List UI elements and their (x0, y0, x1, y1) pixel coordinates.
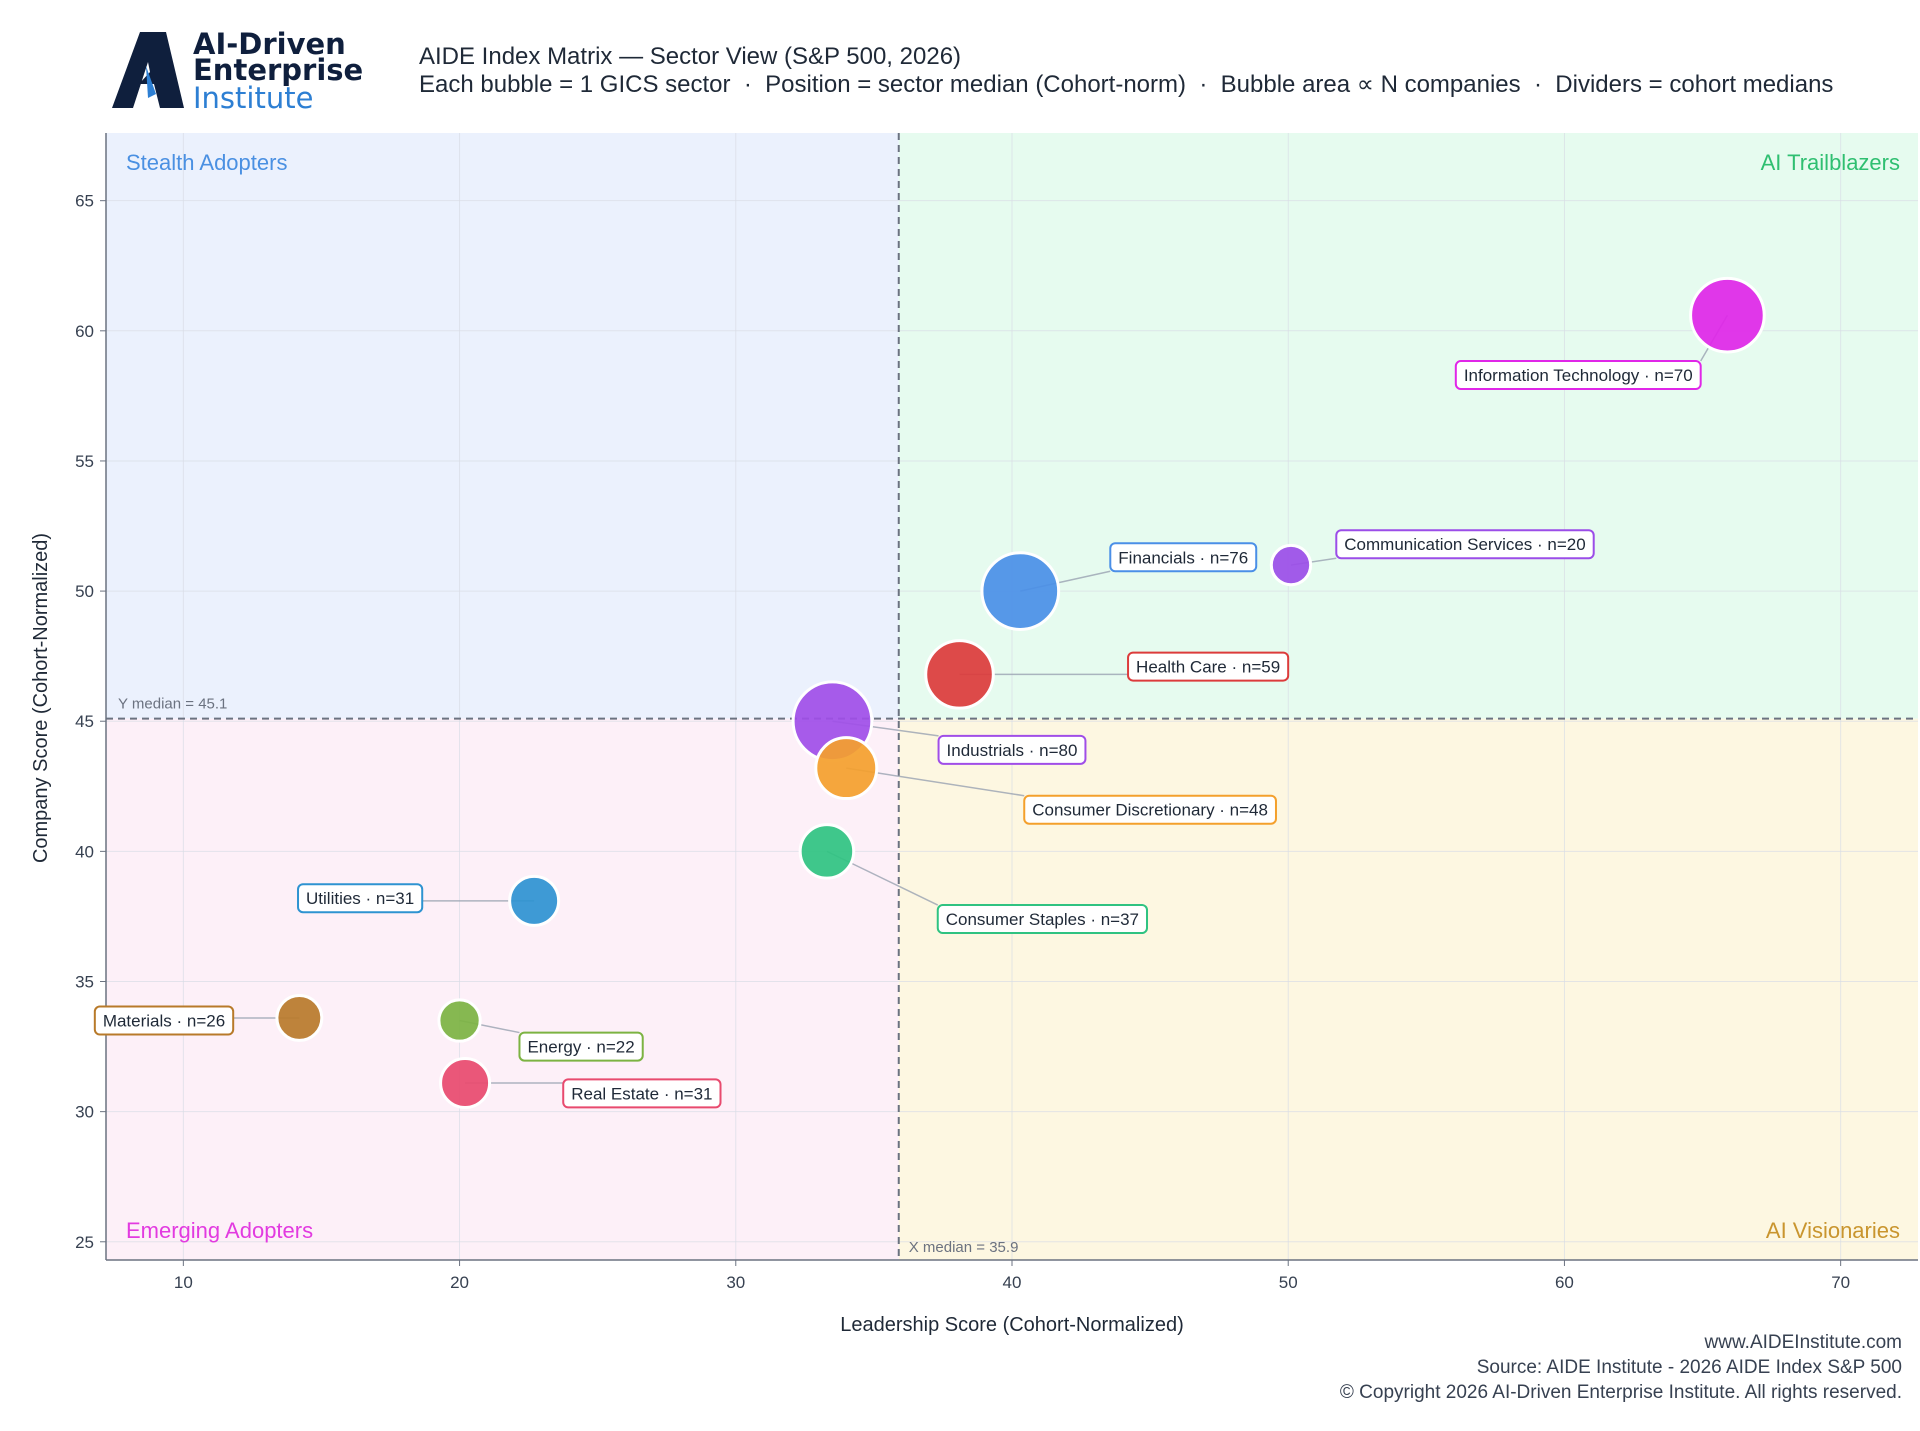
bubble-labels: Information Technology · n=70 Communicati… (93, 360, 1702, 1109)
logo-accent-icon (146, 66, 156, 98)
y-tick-label: 60 (75, 322, 94, 341)
bubble-label-text: Consumer Discretionary · n=48 (1032, 801, 1268, 820)
y-tick-label: 35 (75, 973, 94, 992)
x-tick-label: 70 (1831, 1273, 1850, 1292)
quadrant-label-stealth-adopters: Stealth Adopters (126, 150, 287, 175)
bubble-label: Utilities · n=31 (297, 883, 424, 914)
y-tick-label: 40 (75, 842, 94, 861)
quadrant-label-ai-trailblazers: AI Trailblazers (1761, 150, 1900, 175)
bubble-consumer-discretionary (814, 736, 879, 801)
bubble-label-box (936, 904, 1149, 935)
bubble-label-box (562, 1078, 722, 1109)
y-tick-label: 65 (75, 192, 94, 211)
bubble-label-box (297, 883, 424, 914)
quadrant-bottom-left (106, 718, 899, 1260)
x-tick-label: 40 (1003, 1273, 1022, 1292)
x-median-label: X median = 35.9 (909, 1239, 1019, 1256)
bubble-financials (980, 551, 1061, 631)
bubble-label: Consumer Staples · n=37 (936, 904, 1149, 935)
bubble-health-care (924, 639, 995, 710)
bubble-information-technology (1689, 276, 1766, 354)
quadrant-top-left (106, 133, 899, 719)
bubble-label-box (1127, 651, 1290, 682)
bubble-label-box (1454, 360, 1702, 391)
axes: 10 20 30 40 50 60 70 25 30 35 40 45 50 55 60 65 (75, 133, 1918, 1292)
y-axis-label: Company Score (Cohort-Normalized) (30, 533, 52, 863)
bubbles (275, 276, 1766, 1110)
quadrant-top-right (898, 133, 1918, 719)
bubble-label-text: Financials · n=76 (1118, 548, 1248, 567)
brand-line-1: AI-Driven (193, 27, 346, 61)
bubble-energy (437, 998, 482, 1043)
y-tick-label: 25 (75, 1233, 94, 1252)
bubble-label-text: Consumer Staples · n=37 (946, 910, 1139, 929)
bubble-label-text: Industrials · n=80 (947, 741, 1078, 760)
bubble-label: Consumer Discretionary · n=48 (1023, 794, 1277, 825)
brand-logo: AI-Driven Enterprise Institute (112, 27, 363, 115)
x-axis-label: Leadership Score (Cohort-Normalized) (840, 1314, 1183, 1336)
chart-subtitle: Each bubble = 1 GICS sector · Position =… (419, 71, 1833, 98)
bubble-communication-services (1269, 543, 1313, 587)
brand-line-3: Institute (193, 81, 313, 115)
x-tick-label: 10 (174, 1273, 193, 1292)
y-median-label: Y median = 45.1 (118, 696, 227, 713)
grid-lines (106, 133, 1918, 1260)
bubble-label-box (1023, 794, 1277, 825)
bubble-materials (275, 994, 324, 1042)
footer-website[interactable]: www.AIDEInstitute.com (1704, 1332, 1902, 1353)
bubble-label: Materials · n=26 (93, 1005, 235, 1036)
bubble-label: Health Care · n=59 (1127, 651, 1290, 682)
bubble-label-text: Communication Services · n=20 (1344, 535, 1585, 554)
x-tick-label: 50 (1279, 1273, 1298, 1292)
footer: www.AIDEInstitute.com Source: AIDE Insti… (1340, 1330, 1902, 1405)
bubble-label-text: Health Care · n=59 (1136, 658, 1280, 677)
chart-title: AIDE Index Matrix — Sector View (S&P 500… (419, 43, 961, 70)
bubble-label-box (1109, 542, 1258, 573)
quadrant-label-emerging-adopters: Emerging Adopters (126, 1218, 313, 1243)
bubble-label-box (1335, 529, 1595, 560)
bubble-label-text: Energy · n=22 (527, 1038, 634, 1057)
logo-mark-icon (112, 32, 184, 108)
footer-copyright: © Copyright 2026 AI-Driven Enterprise In… (1339, 1382, 1902, 1403)
bubble-label: Real Estate · n=31 (562, 1078, 722, 1109)
bubble-label: Information Technology · n=70 (1454, 360, 1702, 391)
bubble-label-box (937, 734, 1087, 765)
brand-line-2: Enterprise (193, 53, 363, 87)
x-tick-label: 60 (1555, 1273, 1574, 1292)
bubble-label-text: Real Estate · n=31 (571, 1084, 712, 1103)
bubble-real-estate (439, 1057, 492, 1110)
quadrant-label-ai-visionaries: AI Visionaries (1766, 1218, 1900, 1243)
bubble-label-text: Utilities · n=31 (306, 889, 414, 908)
median-dividers: Y median = 45.1 X median = 35.9 (106, 133, 1918, 1260)
y-tick-label: 50 (75, 582, 94, 601)
bubble-label: Financials · n=76 (1109, 542, 1258, 573)
bubble-label: Communication Services · n=20 (1335, 529, 1595, 560)
bubble-consumer-staples (798, 823, 856, 880)
bubble-label-text: Materials · n=26 (103, 1012, 225, 1031)
bubble-label-box (518, 1031, 644, 1062)
y-tick-label: 30 (75, 1103, 94, 1122)
quadrant-labels: Stealth Adopters AI Trailblazers Emerging … (126, 150, 1900, 1243)
bubble-label-box (93, 1005, 235, 1036)
bubble-label: Energy · n=22 (518, 1031, 644, 1062)
footer-source: Source: AIDE Institute - 2026 AIDE Index… (1476, 1357, 1902, 1378)
bubble-label-text: Information Technology · n=70 (1464, 366, 1693, 385)
bubble-label: Industrials · n=80 (937, 734, 1087, 765)
y-tick-label: 55 (75, 452, 94, 471)
bubble-utilities (508, 874, 561, 927)
x-tick-label: 20 (450, 1273, 469, 1292)
x-tick-label: 30 (726, 1273, 745, 1292)
y-tick-label: 45 (75, 712, 94, 731)
